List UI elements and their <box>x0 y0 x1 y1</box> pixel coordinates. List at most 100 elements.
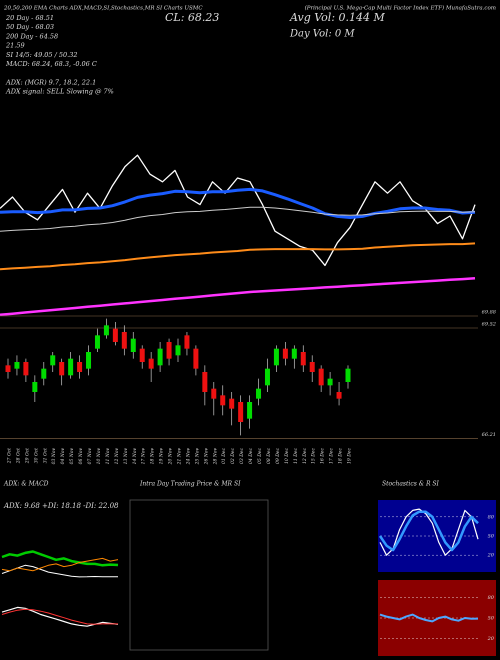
candle-body <box>77 362 83 372</box>
series-line <box>1 557 119 572</box>
header-line: ADX signal: SELL Slowing @ 7% <box>5 88 114 96</box>
header-line: ADX: (MGR) 9.7, 18.2, 22.1 <box>5 78 96 86</box>
candle-body <box>273 348 279 366</box>
candle-body <box>94 335 100 349</box>
title-left: 20,50,200 EMA Charts ADX,MACD,SI,Stochas… <box>3 6 203 12</box>
candle-body <box>220 395 226 406</box>
y-tick-label: 50 <box>488 534 495 540</box>
y-tick-label: 69.52 <box>482 322 496 328</box>
x-tick-label: 20 Nov <box>168 448 174 466</box>
x-tick-label: 01 Dec <box>221 448 227 464</box>
candle-body <box>345 368 351 382</box>
candle-body <box>5 365 11 372</box>
x-tick-label: 02 Dec <box>230 448 236 464</box>
candle-body <box>41 368 47 379</box>
x-tick-label: 04 Dec <box>248 448 254 464</box>
avg-volume: Avg Vol: 0.144 M <box>289 11 386 24</box>
x-tick-label: 09 Dec <box>275 448 281 464</box>
x-tick-label: 27 Oct <box>7 448 13 464</box>
x-tick-label: 05 Nov <box>69 448 75 465</box>
candle-body <box>59 362 65 376</box>
x-tick-label: 06 Nov <box>78 448 84 465</box>
header-line: 21.59 <box>5 42 25 50</box>
candle-body <box>112 328 118 342</box>
x-tick-label: 17 Dec <box>329 448 335 464</box>
candle-body <box>103 325 109 336</box>
y-tick-label: 69.88 <box>482 310 496 316</box>
x-tick-label: 18 Dec <box>338 448 344 464</box>
x-tick-label: 03 Nov <box>51 448 57 465</box>
y-tick-label: 80 <box>488 595 495 601</box>
y-tick-label: 66.21 <box>482 432 496 438</box>
candle-body <box>68 358 74 376</box>
header-line: 20 Day - 68.51 <box>5 14 54 22</box>
adx-title: ADX: & MACD <box>3 481 49 488</box>
x-tick-label: 15 Dec <box>311 448 317 464</box>
header-line: SI 14/5: 49.05 / 50.32 <box>6 51 77 59</box>
x-tick-label: 03 Dec <box>239 448 245 464</box>
candle-body <box>202 372 208 392</box>
series-line <box>1 608 118 625</box>
y-tick-label: 20 <box>487 553 495 559</box>
x-tick-label: 19 Nov <box>159 448 165 465</box>
candle-body <box>86 352 92 369</box>
x-tick-label: 12 Nov <box>114 448 120 465</box>
x-tick-label: 17 Nov <box>141 448 147 465</box>
candle-body <box>32 382 38 392</box>
series-line <box>379 508 479 556</box>
x-tick-label: 07 Nov <box>87 448 93 465</box>
x-tick-label: 31 Oct <box>42 448 48 463</box>
x-tick-label: 12 Dec <box>302 448 308 464</box>
candle-body <box>23 362 29 376</box>
x-tick-label: 25 Nov <box>194 448 200 466</box>
y-tick-label: 50 <box>488 616 495 622</box>
close-price: CL: 68.23 <box>165 11 219 24</box>
candle-body <box>193 348 199 369</box>
candle-body <box>309 362 315 372</box>
candle-body <box>291 348 297 359</box>
series-line <box>379 613 479 623</box>
intraday-title: Intra Day Trading Price & MR SI <box>139 481 241 488</box>
candle-body <box>264 368 270 386</box>
series-line <box>0 277 476 317</box>
candle-body <box>130 338 136 352</box>
x-tick-label: 28 Oct <box>15 448 21 464</box>
x-tick-label: 11 Nov <box>105 448 111 465</box>
candle-body <box>175 345 181 356</box>
candle-body <box>139 348 145 362</box>
x-tick-label: 10 Dec <box>284 448 290 464</box>
x-tick-label: 05 Dec <box>257 448 263 464</box>
series-line <box>0 187 476 219</box>
candle-body <box>211 388 217 399</box>
series-line <box>1 606 119 627</box>
candle-body <box>300 352 306 366</box>
series-line <box>1 550 119 567</box>
header-line: 50 Day - 68.03 <box>6 23 54 31</box>
candle-body <box>166 342 172 359</box>
candle-body <box>336 392 342 399</box>
candle-body <box>238 402 244 422</box>
day-volume: Day Vol: 0 M <box>289 29 355 40</box>
x-tick-label: 18 Nov <box>150 448 156 465</box>
series-line <box>378 510 479 552</box>
x-tick-label: 04 Nov <box>60 448 66 465</box>
x-tick-label: 24 Nov <box>185 448 191 466</box>
x-tick-label: 28 Nov <box>212 448 218 466</box>
candle-body <box>148 358 154 369</box>
candle-body <box>318 368 324 386</box>
candle-body <box>229 398 235 409</box>
candle-body <box>14 362 20 369</box>
adx-subtitle: ADX: 9.68 +DI: 18.18 -DI: 22.08 <box>3 502 119 510</box>
candle-body <box>50 355 56 366</box>
x-tick-label: 10 Nov <box>96 448 102 465</box>
candle-body <box>256 388 262 399</box>
x-tick-label: 11 Dec <box>293 448 299 464</box>
x-tick-label: 26 Nov <box>203 448 209 466</box>
y-tick-label: 80 <box>488 514 495 520</box>
series-line <box>0 154 476 267</box>
header-line: MACD: 68.24, 68.3, -0.06 C <box>5 60 97 68</box>
x-tick-label: 13 Nov <box>123 448 129 465</box>
series-line <box>0 242 476 271</box>
candle-body <box>327 378 333 386</box>
candle-body <box>282 348 288 359</box>
